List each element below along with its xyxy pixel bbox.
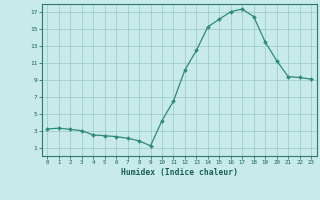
X-axis label: Humidex (Indice chaleur): Humidex (Indice chaleur) bbox=[121, 168, 238, 177]
